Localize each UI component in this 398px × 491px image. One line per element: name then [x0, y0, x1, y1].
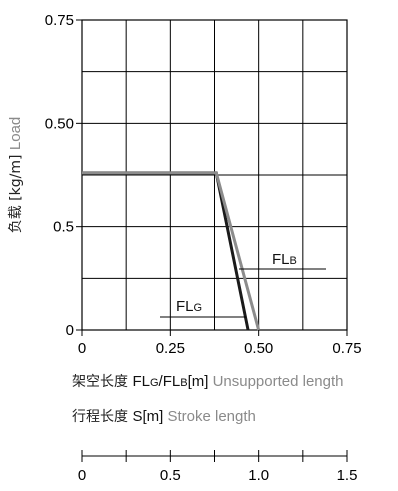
y-axis-label: 负载 [kg/m] Load — [7, 117, 24, 234]
x2-tick-label: 1.0 — [248, 467, 269, 484]
plot-frame — [81, 19, 348, 331]
x2-axis-label: 行程长度 S[m] Stroke length — [72, 408, 256, 425]
x2-axis-label-var: S[m] — [132, 408, 167, 425]
x-tick-label: 0.50 — [244, 340, 273, 357]
x2-tick-label: 1.5 — [337, 467, 358, 484]
x2-tick-label: 0 — [78, 467, 86, 484]
series-label-flb: FLB — [272, 251, 297, 268]
x2-tick-label: 0.5 — [160, 467, 181, 484]
series-label-flb-sub: B — [290, 255, 297, 267]
x-tick-label: 0.75 — [332, 340, 361, 357]
x-axis-label-sep: /FL — [159, 373, 181, 390]
y-tick-label: 0.75 — [45, 12, 74, 29]
y-tick-label: 0.50 — [45, 115, 74, 132]
x2-axis-label-en: Stroke length — [167, 408, 255, 425]
x2-axis-label-cn: 行程长度 — [72, 409, 132, 425]
series-label-flg-sub: G — [194, 302, 203, 314]
y-tick-label: 0 — [66, 322, 74, 339]
x-axis-label-sub-b: B — [180, 377, 187, 389]
x-tick-label: 0 — [78, 340, 86, 357]
series-line-flb — [82, 171, 261, 331]
x-axis-label: 架空长度 FLG/FLB[m] Unsupported length — [72, 373, 344, 390]
x-axis-label-cn: 架空长度 — [72, 374, 132, 390]
y-tick-label: 0.5 — [53, 219, 74, 236]
series-label-flg: FLG — [176, 298, 202, 315]
y-axis-label-en: Load — [7, 117, 24, 150]
x-axis-label-var: FL — [132, 373, 150, 390]
y-axis-label-cn: 负载 [kg/m] — [8, 150, 24, 233]
x-axis-label-sub-g: G — [150, 377, 159, 389]
x-axis-label-unit: [m] — [188, 373, 213, 390]
x-tick-label: 0.25 — [156, 340, 185, 357]
x-axis-label-en: Unsupported length — [213, 373, 344, 390]
